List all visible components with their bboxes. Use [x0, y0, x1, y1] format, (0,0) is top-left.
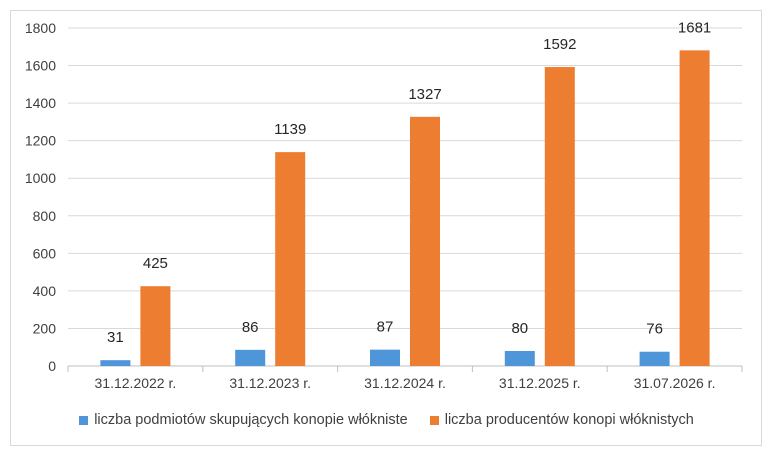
legend-item-series-2: liczba producentów konopi włóknistych — [429, 412, 694, 428]
legend-swatch-series-2 — [429, 415, 439, 425]
bar-series-2 — [410, 116, 440, 367]
bar-series-2 — [544, 67, 575, 367]
legend-item-series-1: liczba podmiotów skupujących konopie włó… — [79, 412, 408, 428]
data-label-series-1: 76 — [646, 321, 663, 338]
x-tick-label: 31.12.2023 r. — [229, 375, 311, 391]
legend-swatch-series-1 — [79, 415, 89, 425]
y-tick-label: 600 — [33, 245, 57, 261]
data-label-series-2: 1139 — [274, 121, 306, 138]
data-label-series-1: 86 — [242, 319, 259, 336]
y-tick-label: 1400 — [25, 95, 56, 111]
y-tick-label: 1200 — [25, 133, 56, 149]
data-label-series-2: 1681 — [678, 19, 711, 36]
chart-frame — [10, 10, 762, 446]
y-tick-label: 800 — [33, 208, 57, 224]
bar-series-2 — [679, 50, 710, 367]
legend-label-series-1: liczba podmiotów skupujących konopie włó… — [94, 412, 408, 428]
y-tick-label: 1000 — [25, 170, 56, 186]
data-label-series-1: 80 — [511, 320, 528, 337]
y-tick-label: 1800 — [25, 20, 56, 36]
bar-series-1 — [100, 360, 131, 366]
bar-series-2 — [275, 152, 306, 366]
x-tick-label: 31.12.2022 r. — [95, 375, 177, 391]
bar-series-2 — [140, 286, 171, 366]
bar-series-1 — [639, 351, 670, 366]
data-label-series-1: 87 — [377, 319, 394, 336]
y-tick-label: 1600 — [25, 58, 56, 74]
data-label-series-2: 1327 — [408, 86, 441, 103]
x-tick-label: 31.07.2026 r. — [634, 375, 716, 391]
data-label-series-2: 1592 — [543, 36, 576, 53]
y-tick-label: 200 — [33, 320, 57, 336]
y-tick-label: 0 — [48, 358, 56, 374]
y-tick-label: 400 — [33, 283, 57, 299]
x-tick-label: 31.12.2025 r. — [499, 375, 581, 391]
legend-label-series-2: liczba producentów konopi włóknistych — [444, 412, 694, 428]
legend: liczba podmiotów skupujących konopie włó… — [0, 412, 773, 428]
bar-series-1 — [235, 349, 266, 366]
data-label-series-2: 425 — [143, 255, 168, 272]
data-label-series-1: 31 — [107, 329, 124, 346]
x-tick-label: 31.12.2024 r. — [364, 375, 446, 391]
bar-series-1 — [370, 349, 400, 366]
bar-series-1 — [504, 350, 535, 366]
